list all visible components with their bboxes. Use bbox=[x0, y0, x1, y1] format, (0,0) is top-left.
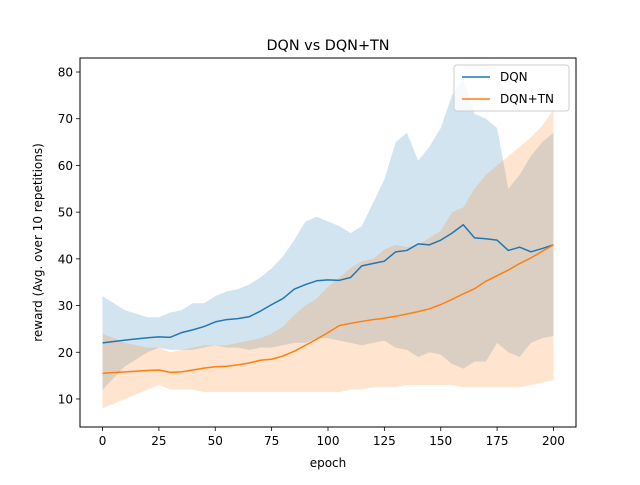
x-axis-label: epoch bbox=[310, 456, 347, 470]
x-tick-label-25: 25 bbox=[151, 434, 166, 448]
x-tick-label-0: 0 bbox=[99, 434, 107, 448]
y-tick-label-30: 30 bbox=[58, 299, 73, 313]
x-tick-label-200: 200 bbox=[542, 434, 565, 448]
x-tick-label-75: 75 bbox=[264, 434, 279, 448]
legend-label-dqn: DQN bbox=[500, 70, 528, 84]
chart-title: DQN vs DQN+TN bbox=[266, 38, 389, 54]
band-dqn bbox=[102, 79, 554, 390]
x-tick-label-150: 150 bbox=[429, 434, 452, 448]
x-tick-label-125: 125 bbox=[373, 434, 396, 448]
y-axis-ticks: 10 20 30 40 50 60 70 80 bbox=[58, 66, 80, 406]
series-lines bbox=[102, 224, 554, 375]
line-dqn bbox=[102, 224, 554, 344]
y-tick-label-20: 20 bbox=[58, 346, 73, 360]
confidence-bands bbox=[102, 79, 554, 409]
y-tick-label-50: 50 bbox=[58, 206, 73, 220]
band-dqn-tn bbox=[102, 109, 554, 409]
legend: DQN DQN+TN bbox=[453, 64, 570, 112]
y-tick-label-70: 70 bbox=[58, 112, 73, 126]
y-tick-label-60: 60 bbox=[58, 159, 73, 173]
legend-label-dqn-tn: DQN+TN bbox=[500, 92, 554, 106]
line-dqn-tn bbox=[102, 244, 554, 375]
x-tick-label-100: 100 bbox=[317, 434, 340, 448]
x-axis-ticks: 0 25 50 75 100 125 150 175 200 bbox=[99, 427, 565, 448]
y-tick-label-80: 80 bbox=[58, 66, 73, 80]
y-tick-label-40: 40 bbox=[58, 252, 73, 266]
x-tick-label-175: 175 bbox=[486, 434, 509, 448]
y-tick-label-10: 10 bbox=[58, 392, 73, 406]
x-tick-label-50: 50 bbox=[208, 434, 223, 448]
y-axis-label: reward (Avg. over 10 repetitions) bbox=[31, 143, 45, 342]
